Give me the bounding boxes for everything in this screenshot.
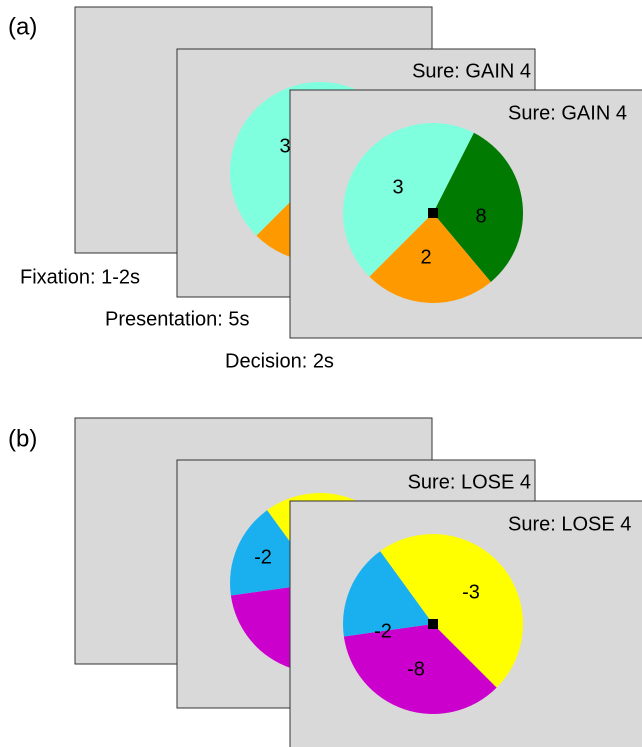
timing-label: Decision: 2s bbox=[225, 350, 334, 372]
wheel-segment bbox=[343, 551, 433, 637]
wheel-label: 8 bbox=[475, 205, 486, 227]
sure-option: Sure: GAIN 4 bbox=[508, 102, 627, 124]
panel-label: (b) bbox=[8, 425, 37, 452]
panel-label: (a) bbox=[8, 13, 37, 40]
wheel-label: 3 bbox=[392, 176, 403, 198]
wheel-label: 3 bbox=[279, 135, 290, 157]
wheel-label: 2 bbox=[420, 246, 431, 268]
sure-option: Sure: GAIN 4 bbox=[412, 60, 531, 82]
sure-option: Sure: LOSE 4 bbox=[408, 471, 531, 493]
wheel-segment bbox=[343, 123, 474, 277]
wheel-segment bbox=[369, 213, 491, 304]
sure-option: Sure: LOSE 4 bbox=[508, 513, 631, 535]
fixation-point bbox=[428, 619, 438, 629]
wheel-label: -2 bbox=[374, 620, 392, 642]
timing-label: Presentation: 5s bbox=[105, 308, 250, 330]
wheel-segment bbox=[343, 624, 497, 714]
wheel-label: -3 bbox=[462, 581, 480, 603]
timing-label: Fixation: 1-2s bbox=[20, 266, 140, 288]
wheel-label: -2 bbox=[254, 546, 272, 568]
wheel-label: -8 bbox=[407, 658, 425, 680]
fixation-point bbox=[428, 208, 438, 218]
wheel-segment bbox=[380, 534, 523, 688]
wheel-segment bbox=[433, 132, 523, 282]
